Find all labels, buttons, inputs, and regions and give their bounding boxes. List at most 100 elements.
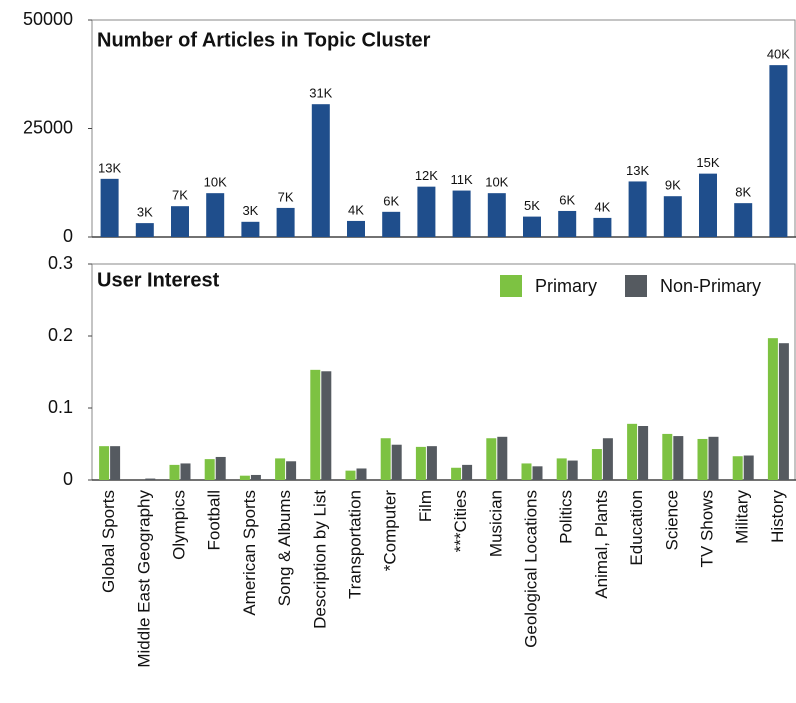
legend-label: Primary [535, 276, 597, 296]
data-label: 4K [348, 202, 364, 217]
data-label: 4K [594, 199, 610, 214]
bar [275, 458, 286, 480]
bar [241, 221, 260, 237]
x-tick-label: Film [416, 490, 435, 522]
data-label: 13K [626, 163, 649, 178]
bar [391, 444, 402, 480]
bar [521, 463, 532, 480]
bar [356, 468, 367, 480]
data-label: 15K [696, 155, 719, 170]
y-tick-label: 0 [63, 226, 73, 246]
bar [591, 449, 602, 480]
data-label: 6K [383, 193, 399, 208]
x-tick-label: Olympics [169, 490, 188, 560]
legend-label: Non-Primary [660, 276, 761, 296]
bar [627, 423, 638, 480]
x-tick-label: Song & Albums [275, 490, 294, 606]
bar [673, 436, 684, 480]
bar [732, 456, 743, 480]
y-tick-label: 0 [63, 469, 73, 489]
bar [311, 104, 330, 237]
x-tick-label: Global Sports [99, 490, 118, 593]
bar [452, 190, 471, 237]
x-tick-label: *Computer [381, 490, 400, 572]
y-tick-label: 25000 [23, 117, 73, 137]
data-label: 12K [415, 168, 438, 183]
bar [417, 186, 436, 237]
bar [558, 210, 577, 237]
bar [276, 207, 295, 237]
bar [215, 456, 226, 480]
x-tick-label: TV Shows [697, 490, 716, 567]
bar [380, 438, 391, 480]
bar [204, 459, 215, 480]
plot-frame [91, 19, 796, 238]
bar [250, 474, 261, 480]
bar [743, 455, 754, 480]
x-tick-label: Animal, Plants [592, 490, 611, 599]
bar [497, 436, 508, 480]
x-tick-label: Description by List [310, 490, 329, 629]
chart-title: User Interest [97, 269, 220, 291]
bar [638, 426, 649, 480]
bar [239, 475, 250, 480]
bar [99, 446, 110, 480]
bar [171, 206, 189, 237]
data-label: 10K [204, 175, 227, 190]
bar [347, 220, 365, 237]
y-tick-label: 50000 [23, 9, 73, 29]
data-label: 7K [172, 188, 188, 203]
plot-frame [91, 263, 796, 481]
x-tick-label: Geological Locations [521, 490, 540, 648]
data-label: 5K [524, 198, 540, 213]
bar [663, 196, 682, 237]
x-tick-label: Education [627, 490, 646, 566]
bar [593, 217, 612, 237]
bar [462, 464, 473, 480]
bar [487, 193, 506, 237]
x-tick-label: Science [662, 490, 681, 550]
bar [110, 446, 121, 480]
x-tick-label: Military [733, 490, 752, 544]
bar [321, 371, 332, 480]
x-tick-label: History [768, 490, 787, 543]
bar [778, 343, 789, 480]
chart-title: Number of Articles in Topic Cluster [97, 29, 431, 51]
data-label: 11K [451, 172, 473, 187]
data-label: 40K [767, 47, 790, 62]
legend-swatch [500, 275, 522, 297]
bar [451, 467, 462, 480]
x-tick-label: Middle East Geography [134, 490, 153, 668]
x-tick-label: Musician [486, 490, 505, 557]
bar [135, 223, 154, 237]
data-label: 10K [485, 175, 508, 190]
data-label: 9K [665, 178, 681, 193]
bar [662, 433, 673, 480]
bar [767, 338, 778, 480]
data-label: 3K [137, 205, 153, 220]
data-label: 7K [278, 189, 294, 204]
x-tick-label: ***Cities [451, 490, 470, 552]
bar [180, 463, 191, 480]
bar [769, 65, 788, 237]
bar [426, 446, 437, 480]
bar [486, 438, 497, 480]
data-label: 13K [98, 160, 121, 175]
bar [345, 470, 356, 480]
bar [697, 438, 708, 480]
x-tick-label: Transportation [345, 490, 364, 599]
bar [532, 466, 543, 480]
y-tick-label: 0.1 [48, 397, 73, 417]
bar [286, 461, 297, 480]
bar [523, 216, 541, 237]
bar [310, 369, 321, 480]
data-label: 6K [559, 192, 575, 207]
y-tick-label: 0.3 [48, 253, 73, 273]
bar [602, 438, 613, 480]
bar [206, 193, 225, 237]
bar [415, 446, 426, 480]
data-label: 31K [309, 86, 332, 101]
bar [556, 458, 567, 480]
bar [100, 178, 119, 237]
